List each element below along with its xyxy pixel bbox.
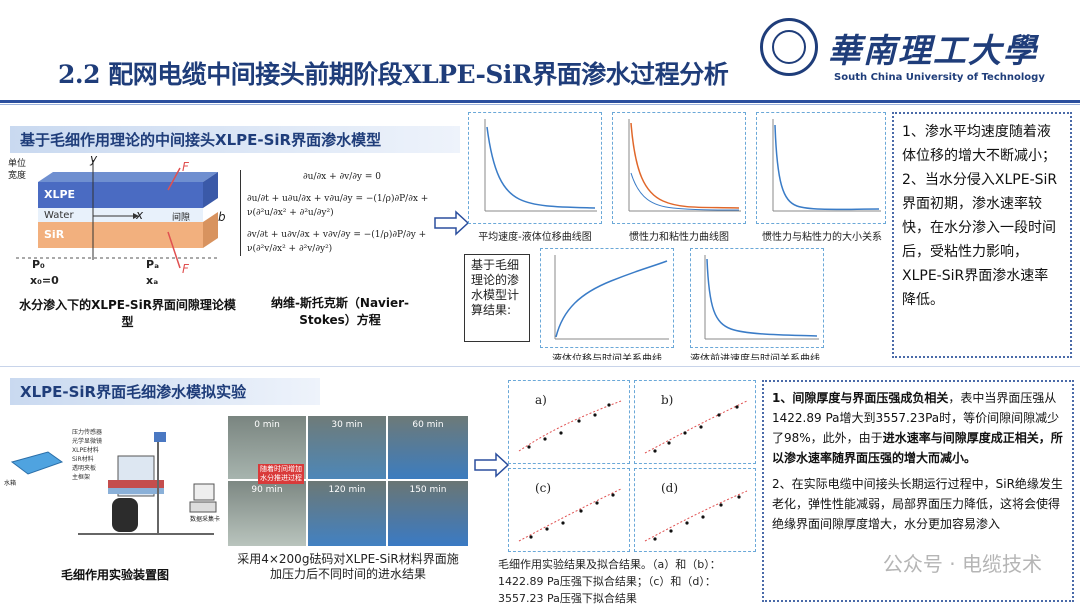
photo-caption: 采用4×200g砝码对XLPE-SiR材料界面施加压力后不同时间的进水结果 [237, 552, 459, 581]
conclusion-box-1: 1、渗水平均速度随着液体位移的增大不断减小； 2、当水分侵入XLPE-SiR界面… [892, 112, 1072, 358]
calc-results-label: 基于毛细理论的渗水模型计算结果: [464, 254, 530, 342]
section-divider [0, 366, 1080, 367]
ns-equation-2: ∂u/∂t + u∂u/∂x + v∂u/∂y = −(1/ρ)∂P/∂x + … [247, 194, 429, 218]
result-point-2: 2、在实际电缆中间接头长期运行过程中，SiR绝缘发生老化，弹性性能减弱，局部界面… [772, 477, 1063, 531]
section2-heading: XLPE-SiR界面毛细渗水模拟实验 [10, 378, 320, 405]
right-arrow-icon-2 [474, 452, 510, 478]
fit-chart-c: (c) [508, 468, 630, 552]
result-box: 1、间隙厚度与界面压强成负相关，表中当界面压强从1422.89 Pa增大到355… [762, 380, 1074, 602]
diagram-gap-label: 间隙 [172, 213, 191, 223]
fit-chart-grid: a) b) (c) (d) [508, 380, 758, 554]
chart-inertial-viscous-caption: 惯性力和粘性力曲线图 [629, 232, 729, 243]
chart-inertial-viscous [612, 112, 746, 224]
setup-labels: 压力传感器 光学显微镜 XLPE材料 SiR材料 透明夹板 主框架 [72, 429, 103, 481]
photo-note: 随着时间增加水分推进过程 [258, 464, 304, 484]
diagram-water-label: Water [44, 210, 74, 221]
navier-stokes-equations: ∂u/∂x + ∂v/∂y = 0 ∂u/∂t + u∂u/∂x + v∂u/∂… [240, 170, 437, 256]
diagram-x0-label: x₀=0 [30, 274, 59, 287]
diagram-force-bottom-label: F [182, 262, 189, 276]
fit-chart-a: a) [508, 380, 630, 464]
section1-heading: 基于毛细作用理论的中间接头XLPE-SiR界面渗水模型 [10, 126, 460, 153]
chart-avg-velocity [468, 112, 602, 224]
diagram-force-top-label: F [182, 160, 189, 174]
title-divider-thin [0, 104, 1080, 105]
right-arrow-icon [434, 210, 470, 236]
diagram-unit-width-label: 单位 宽度 [8, 159, 27, 181]
diagram-pa-label: Pₐ [146, 258, 160, 271]
result-point-1: 1、间隙厚度与界面压强成负相关，表中当界面压强从1422.89 Pa增大到355… [772, 391, 1063, 465]
chart-force-ratio-caption: 惯性力与粘性力的大小关系 [762, 232, 882, 243]
conclusion-1: 1、渗水平均速度随着液体位移的增大不断减小； [902, 124, 1056, 164]
page-title: 2.2 配网电缆中间接头前期阶段XLPE-SiR界面渗水过程分析 [58, 60, 729, 89]
diagram-y-label: y [90, 152, 98, 166]
setup-caption: 毛细作用实验装置图 [60, 568, 169, 582]
chart-force-ratio [756, 112, 886, 224]
model-caption: 水分渗入下的XLPE-SiR界面间隙理论模型 [19, 298, 236, 329]
ns-equation-3: ∂v/∂t + u∂v/∂x + v∂v/∂y = −(1/ρ)∂P/∂y + … [247, 230, 427, 254]
diagram-x-label: x [136, 208, 144, 222]
ns-equation-1: ∂u/∂x + ∂v/∂y = 0 [303, 172, 381, 182]
diagram-xlpe-label: XLPE [44, 188, 76, 201]
chart-velocity-time [690, 248, 824, 348]
fit-caption: 毛细作用实验结果及拟合结果。（a）和（b）：1422.89 Pa压强下拟合结果；… [498, 558, 721, 605]
chart-displacement-time-caption: 液体位移与时间关系曲线 [552, 354, 662, 360]
university-emblem-icon [760, 18, 818, 76]
chart-avg-velocity-caption: 平均速度-液体位移曲线图 [478, 232, 592, 243]
chart-velocity-time-caption: 液体前进速度与时间关系曲线 [690, 354, 820, 360]
experiment-setup-diagram [10, 432, 217, 535]
chart-displacement-time [540, 248, 674, 348]
fit-chart-d: (d) [634, 468, 756, 552]
setup-label-tank: 水箱 [4, 480, 17, 487]
fit-chart-b: b) [634, 380, 756, 464]
experiment-photo-grid: 0 min 30 min 60 min 90 min 120 min 150 m… [228, 416, 468, 546]
diagram-xa-label: xₐ [146, 274, 159, 287]
diagram-sir-label: SiR [44, 228, 65, 241]
university-name-en: South China University of Technology [834, 72, 1045, 83]
title-divider [0, 100, 1080, 103]
interface-model-diagram [16, 160, 218, 269]
conclusion-2: 2、当水分侵入XLPE-SiR界面初期，渗水速率较快，在水分渗入一段时间后，受粘… [902, 172, 1058, 308]
university-name-cn: 華南理工大學 [828, 31, 1038, 70]
setup-label-daq: 数据采集卡 [190, 516, 221, 523]
navier-stokes-caption: 纳维-斯托克斯（Navier-Stokes）方程 [270, 296, 410, 327]
diagram-p0-label: P₀ [32, 258, 45, 271]
diagram-b-label: b [218, 210, 226, 224]
watermark: 公众号 · 电缆技术 [882, 552, 1042, 576]
